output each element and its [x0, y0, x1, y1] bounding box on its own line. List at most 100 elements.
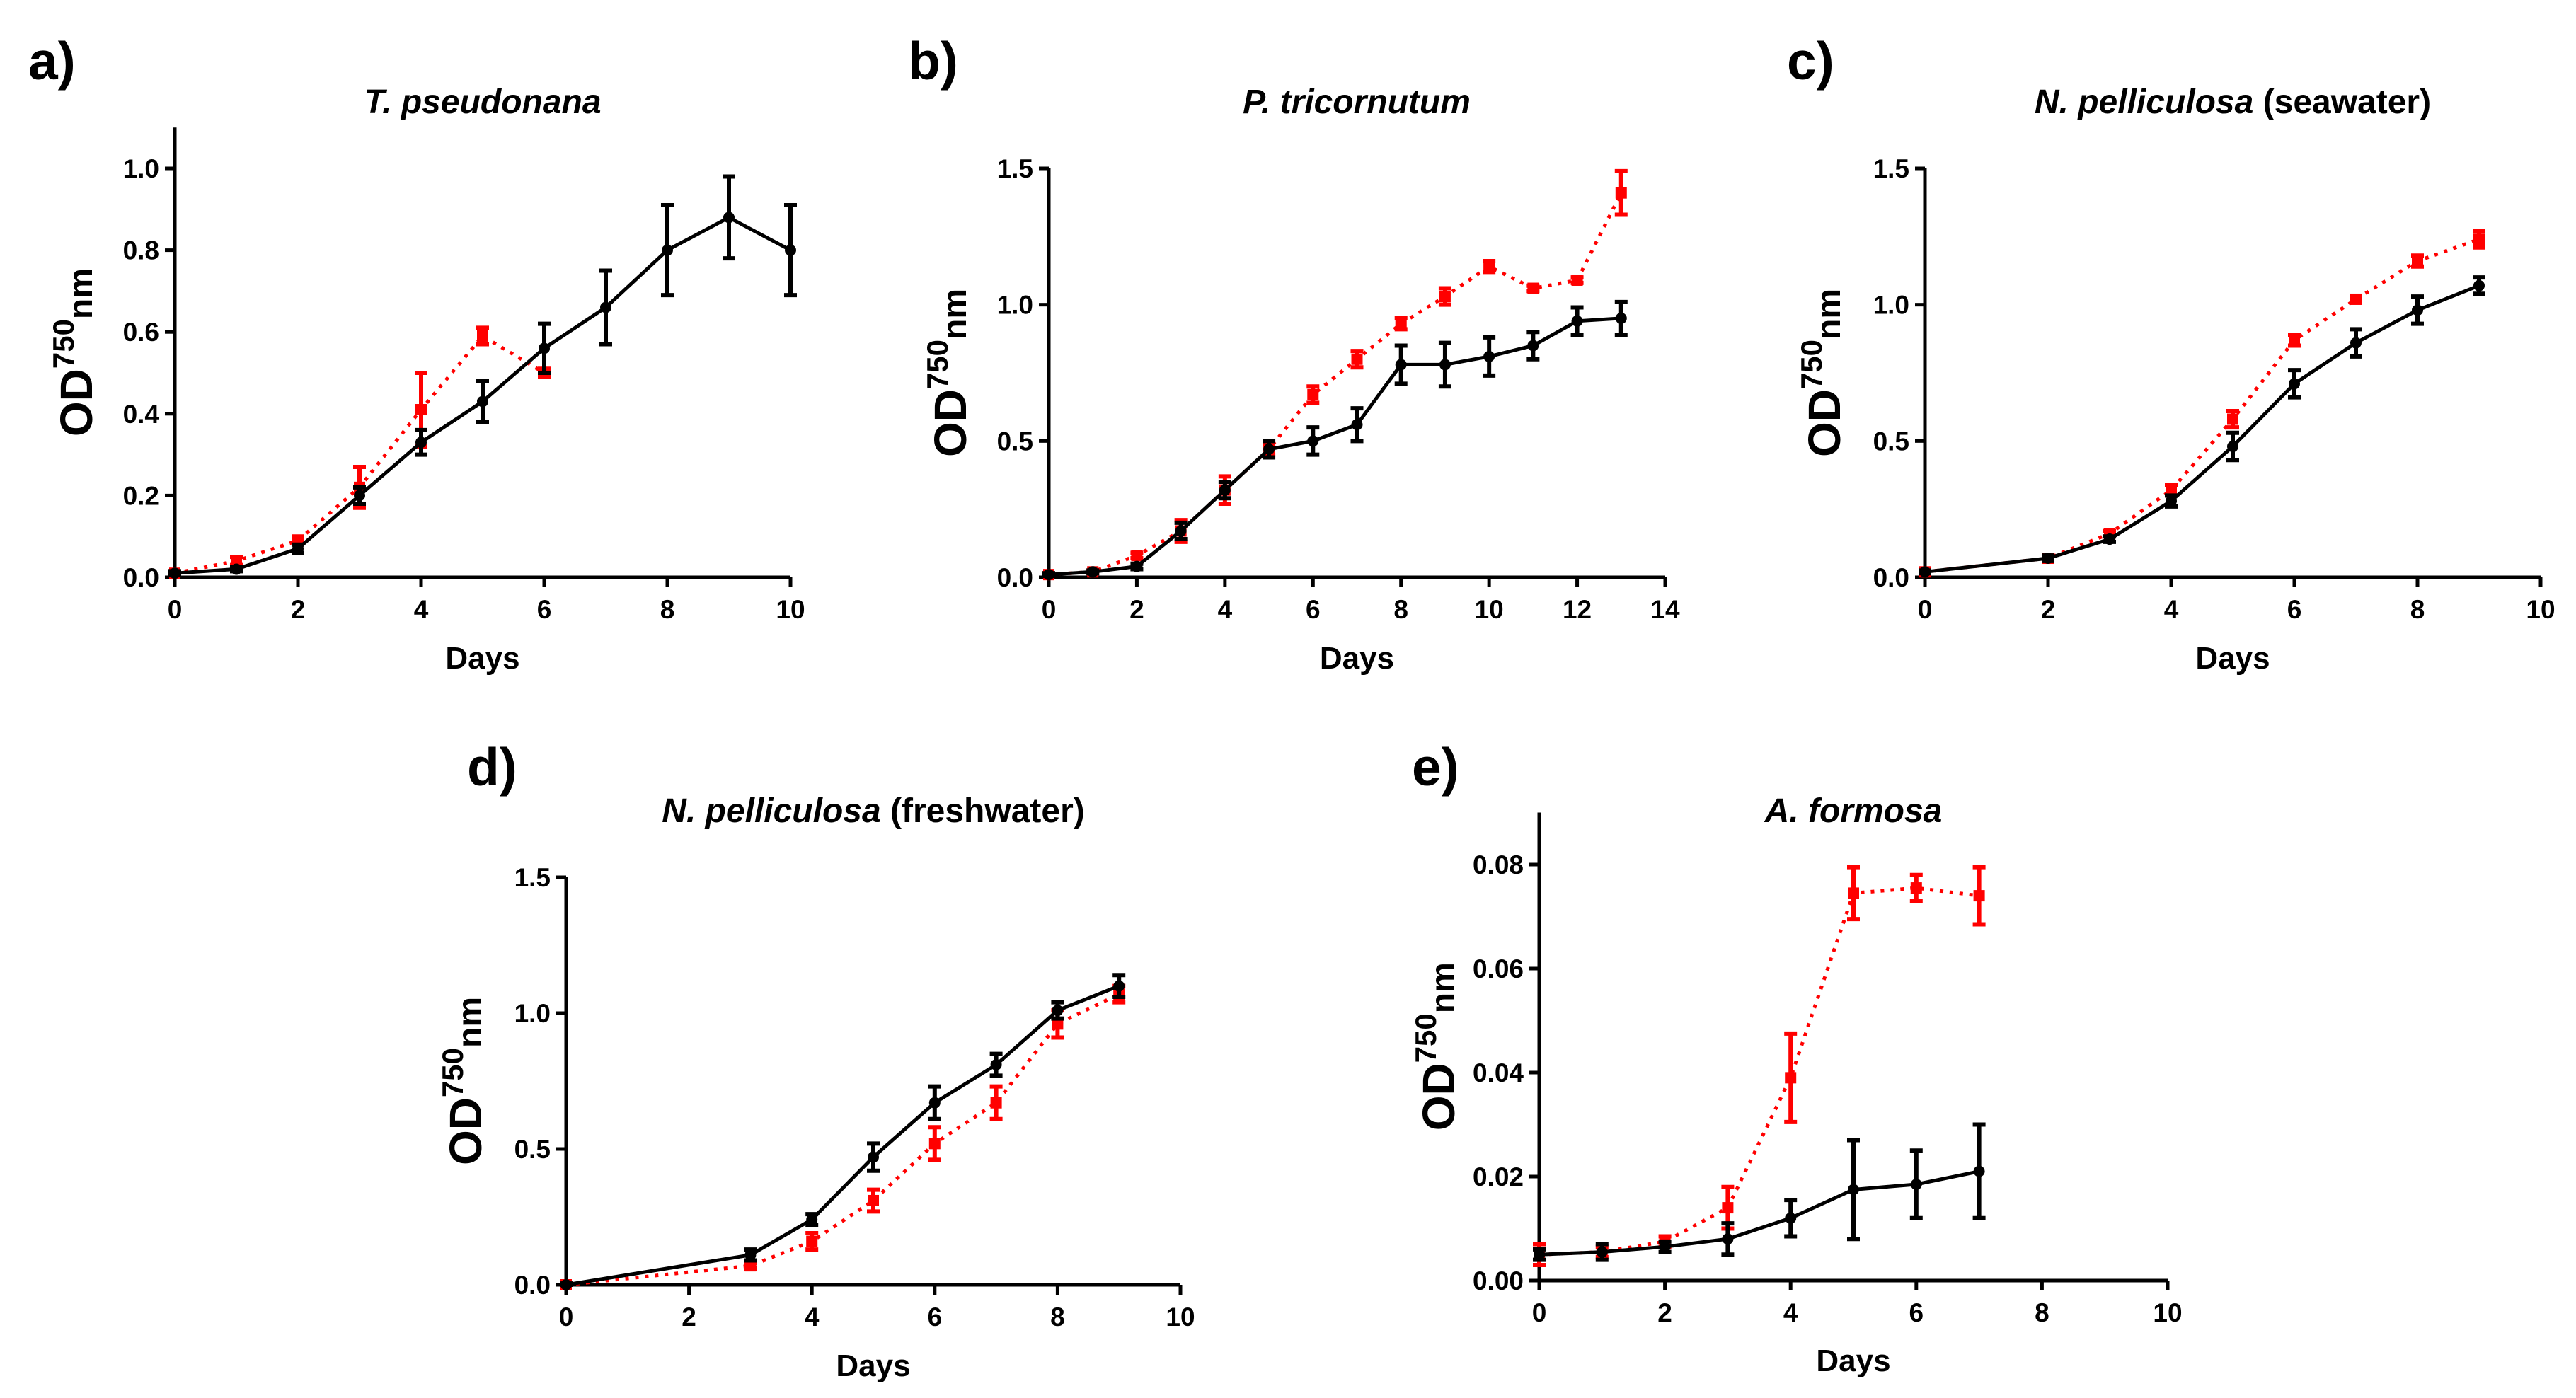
x-tick-label: 4: [805, 1302, 820, 1331]
x-tick-label: 14: [1650, 595, 1680, 624]
x-tick-label: 4: [1783, 1298, 1798, 1327]
data-point-control: [415, 437, 427, 449]
chart-panel-5: e) A. formosa 0 2 4 6 8 10 0.00 0.02 0.04 0.06 0.08 D…: [1409, 737, 2183, 1378]
data-point-control: [1052, 1005, 1064, 1017]
data-point-control: [1263, 443, 1275, 455]
y-tick-label: 0.0: [997, 563, 1033, 592]
data-point-control: [1043, 569, 1054, 581]
y-axis-label-main: OD: [51, 369, 102, 437]
y-tick-label: 0.6: [123, 318, 159, 347]
data-point-control: [1131, 560, 1143, 572]
series-line-control: [1539, 1169, 1980, 1257]
data-point-treatment: [1722, 1202, 1734, 1214]
data-point-control: [1439, 359, 1451, 371]
x-tick-label: 6: [2287, 595, 2302, 624]
data-point-control: [1351, 419, 1363, 431]
x-tick-label: 0: [559, 1302, 574, 1331]
x-tick-label: 6: [1909, 1298, 1924, 1327]
y-tick-label: 1.5: [514, 863, 551, 892]
series-treatment: [560, 983, 1126, 1290]
data-point-control: [2227, 441, 2238, 453]
data-point-control: [1527, 340, 1539, 352]
x-tick-label: 2: [2041, 595, 2056, 624]
data-point-control: [1848, 1184, 1859, 1196]
x-axis-label: Days: [445, 641, 519, 676]
y-tick-label: 0.00: [1473, 1266, 1524, 1295]
chart-title-condition: (freshwater): [881, 792, 1085, 830]
x-tick-label: 8: [660, 595, 675, 624]
x-tick-label: 4: [2164, 595, 2179, 624]
chart-panel-2: b) P. tricornutum 0 2 4 6 8 10 12 14 0.0 0.5 1.0 1.5 D…: [908, 31, 1680, 676]
chart-title-species: P. tricornutum: [1243, 83, 1471, 121]
data-point-control: [928, 1097, 941, 1109]
x-tick-label: 12: [1563, 595, 1592, 624]
series-treatment: [1919, 229, 2485, 578]
y-tick-label: 0.06: [1473, 954, 1524, 983]
data-point-control: [662, 244, 673, 256]
x-axis-label: Days: [1320, 641, 1394, 676]
series-control: [1042, 299, 1628, 581]
data-point-treatment: [1351, 353, 1363, 365]
data-point-control: [2350, 337, 2362, 349]
data-point-treatment: [1307, 388, 1319, 400]
y-tick-label: 0.5: [514, 1135, 551, 1164]
x-tick-label: 0: [168, 595, 183, 624]
data-point-treatment: [2166, 484, 2177, 496]
series-line-treatment: [1048, 192, 1623, 577]
data-point-control: [2166, 495, 2177, 507]
series-line-control: [1924, 284, 2480, 574]
y-tick-label: 1.5: [1873, 154, 1909, 183]
y-tick-label: 0.0: [514, 1271, 551, 1300]
panel-letter: a): [28, 31, 76, 91]
data-point-control: [785, 244, 796, 256]
y-axis-label-sub: nm: [452, 997, 489, 1048]
y-axis-label-sub: nm: [1810, 289, 1848, 340]
y-tick-label: 1.0: [123, 154, 159, 183]
data-point-control: [1483, 350, 1495, 362]
x-tick-label: 8: [1393, 595, 1408, 624]
y-axis-label-sup: 750: [47, 319, 80, 369]
data-point-control: [600, 301, 611, 313]
chart-title-species: T. pseudonana: [364, 83, 601, 121]
data-point-treatment: [1395, 318, 1407, 330]
data-point-control: [2104, 533, 2115, 545]
x-tick-label: 10: [2526, 595, 2555, 624]
series-line-treatment: [174, 333, 546, 575]
data-point-control: [1219, 484, 1231, 496]
data-point-treatment: [2473, 233, 2485, 245]
y-tick-label: 0.2: [123, 481, 159, 510]
data-point-treatment: [1910, 882, 1922, 894]
y-axis-label: OD750nm: [1795, 289, 1850, 457]
chart-panel-1: a) T. pseudonana 0 2 4 6 8 10 0.0 0.2 0.4 0.6 0.8 1.0…: [28, 31, 805, 676]
data-point-control: [169, 567, 180, 579]
data-point-treatment: [1571, 274, 1583, 286]
y-axis-label-main: OD: [1799, 389, 1850, 457]
data-point-control: [560, 1279, 572, 1290]
data-point-control: [1307, 435, 1319, 447]
panel-letter: e): [1412, 737, 1459, 797]
y-axis-label-sub: nm: [1425, 962, 1462, 1013]
y-axis-label: OD750nm: [436, 997, 491, 1165]
x-tick-label: 4: [1218, 595, 1233, 624]
series-line-treatment: [1539, 886, 1979, 1257]
data-point-control: [806, 1213, 818, 1225]
data-point-treatment: [2227, 413, 2238, 425]
chart-title: N. pelliculosa (freshwater): [662, 792, 1085, 830]
data-point-control: [231, 563, 242, 575]
data-point-control: [1534, 1249, 1545, 1261]
data-point-control: [1973, 1165, 1985, 1177]
panel-letter: d): [467, 737, 517, 797]
data-point-control: [539, 342, 550, 354]
panel-letter: b): [908, 31, 958, 91]
chart-title: A. formosa: [1764, 792, 1943, 830]
x-tick-label: 10: [776, 595, 805, 624]
data-point-control: [1910, 1179, 1922, 1191]
x-tick-label: 6: [928, 1302, 943, 1331]
y-tick-label: 0.4: [123, 400, 160, 429]
y-axis-label: OD750nm: [921, 289, 976, 457]
chart-title-condition: (seawater): [2253, 83, 2431, 121]
data-point-control: [1919, 566, 1931, 578]
data-point-control: [2289, 378, 2300, 390]
data-point-control: [2473, 279, 2485, 291]
data-point-treatment: [2289, 334, 2300, 346]
